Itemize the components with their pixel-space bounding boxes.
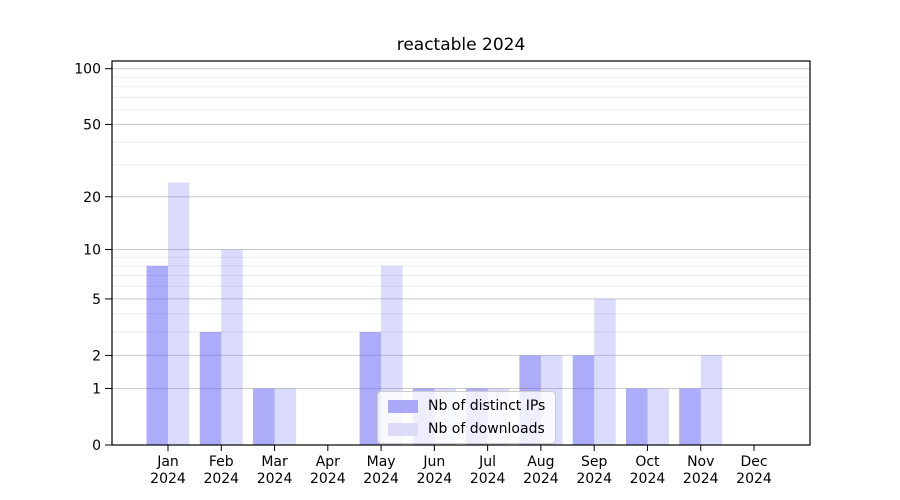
bar-downloads-sep	[594, 298, 616, 445]
x-tick-label-feb: Feb 2024	[203, 454, 239, 487]
y-tick-label-100: 100	[74, 62, 101, 78]
x-tick-label-mar: Mar 2024	[257, 454, 293, 487]
bar-distinct-ips-jan	[146, 265, 168, 445]
legend-item-distinct-ips: Nb of distinct IPs	[388, 398, 545, 414]
legend-label-distinct-ips: Nb of distinct IPs	[428, 398, 546, 414]
x-tick-label-apr: Apr 2024	[310, 454, 346, 487]
x-tick-label-sep: Sep 2024	[576, 454, 612, 487]
y-tick-label-10: 10	[83, 242, 101, 258]
legend-swatch-distinct-ips	[388, 399, 418, 413]
x-tick-label-jun: Jun 2024	[417, 454, 453, 487]
x-tick-label-aug: Aug 2024	[523, 454, 559, 487]
legend: Nb of distinct IPs Nb of downloads	[377, 391, 557, 444]
y-tick-label-0: 0	[92, 438, 101, 454]
bar-distinct-ips-feb	[199, 331, 222, 445]
x-tick-label-jan: Jan 2024	[150, 454, 186, 487]
legend-swatch-downloads	[388, 422, 418, 436]
plot-border	[111, 60, 811, 446]
x-tick-label-dec: Dec 2024	[736, 454, 772, 487]
x-tick-label-jul: Jul 2024	[470, 454, 506, 487]
y-tick-label-2: 2	[92, 348, 101, 364]
bar-downloads-oct	[647, 388, 669, 445]
legend-label-downloads: Nb of downloads	[428, 421, 545, 437]
bar-distinct-ips-mar	[253, 388, 275, 445]
y-tick-label-20: 20	[83, 190, 101, 206]
legend-item-downloads: Nb of downloads	[388, 421, 545, 437]
x-tick-label-oct: Oct 2024	[630, 454, 666, 487]
bar-downloads-jan	[168, 182, 190, 445]
x-tick-label-nov: Nov 2024	[683, 454, 719, 487]
chart-title: reactable 2024	[396, 35, 526, 55]
bar-distinct-ips-sep	[572, 355, 595, 445]
bar-distinct-ips-nov	[679, 388, 701, 445]
bar-downloads-mar	[274, 388, 297, 445]
x-tick-label-may: May 2024	[363, 454, 399, 487]
bar-downloads-feb	[221, 249, 243, 445]
bar-distinct-ips-may	[359, 331, 382, 445]
y-tick-label-50: 50	[83, 117, 101, 133]
y-tick-label-5: 5	[92, 292, 101, 308]
bar-downloads-nov	[700, 355, 723, 445]
y-tick-label-1: 1	[92, 381, 101, 397]
bar-distinct-ips-oct	[625, 388, 648, 445]
